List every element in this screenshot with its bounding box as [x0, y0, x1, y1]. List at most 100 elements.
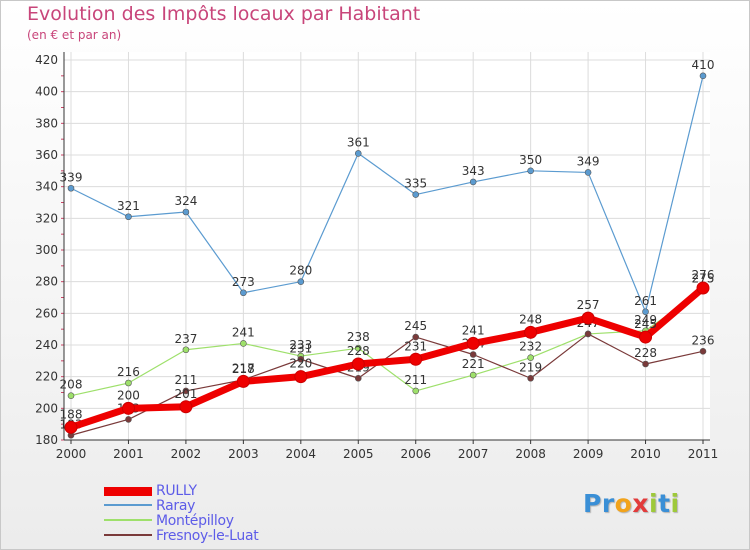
series-line-rully [69, 285, 706, 431]
data-label-mont-pilloy: 208 [60, 378, 83, 392]
logo-letter: P [583, 489, 602, 518]
data-label-raray: 321 [117, 199, 140, 213]
x-tick-label: 2011 [688, 447, 719, 461]
data-point-fresnoy-le-luat [584, 330, 592, 338]
legend-item-raray: Raray [104, 498, 324, 514]
logo-letter: o [614, 489, 633, 518]
legend-label-rully: RULLY [156, 483, 197, 499]
data-label-rully: 201 [174, 387, 197, 401]
x-tick-label: 2003 [228, 447, 259, 461]
data-point-mont-pilloy [354, 344, 362, 352]
plot-background [64, 52, 710, 440]
data-point-rully [409, 352, 423, 366]
data-point-raray [699, 72, 707, 80]
data-point-rully [179, 400, 193, 414]
legend-item-fresnoy: Fresnoy-le-Luat [104, 528, 324, 544]
data-label-rully: 231 [404, 339, 427, 353]
data-label-mont-pilloy: 237 [174, 332, 197, 346]
logo-letter: i [649, 489, 659, 518]
y-tick-label: 360 [35, 148, 58, 162]
data-label-rully: 276 [692, 268, 715, 282]
data-point-fresnoy-le-luat [699, 348, 707, 355]
x-tick-label: 2010 [630, 447, 661, 461]
x-tick-label: 2007 [458, 447, 489, 461]
x-tick-label: 2002 [171, 447, 202, 461]
x-tick-label: 2005 [343, 447, 374, 461]
data-point-rully [236, 374, 250, 388]
legend-label-fresnoy: Fresnoy-le-Luat [156, 528, 259, 544]
data-point-raray [125, 213, 132, 221]
data-label-fresnoy-le-luat: 228 [634, 346, 657, 360]
data-label-mont-pilloy: 238 [347, 330, 370, 344]
data-label-raray: 339 [60, 170, 83, 184]
data-point-rully [351, 357, 365, 371]
data-label-rully: 217 [232, 361, 255, 375]
data-label-mont-pilloy: 241 [232, 325, 255, 339]
data-point-fresnoy-le-luat [412, 333, 420, 341]
data-point-mont-pilloy [469, 371, 477, 379]
y-tick-label: 180 [35, 433, 58, 447]
data-point-raray [297, 278, 305, 285]
data-point-raray [67, 184, 75, 192]
data-point-raray [469, 178, 477, 186]
logo-letter: x [632, 489, 649, 518]
data-point-mont-pilloy [412, 387, 420, 395]
legend-swatch-montepilloy [104, 519, 152, 521]
data-label-mont-pilloy: 216 [117, 365, 140, 379]
data-point-fresnoy-le-luat [642, 360, 649, 368]
data-point-rully [64, 420, 78, 434]
data-point-fresnoy-le-luat [527, 374, 534, 382]
legend-swatch-fresnoy [104, 534, 152, 536]
y-tick-label: 280 [35, 275, 58, 289]
data-point-rully [294, 370, 308, 384]
data-point-raray [354, 150, 362, 157]
chart-subtitle: (en € et par an) [27, 28, 122, 42]
data-label-rully: 248 [519, 312, 542, 326]
data-label-mont-pilloy: 221 [462, 357, 485, 371]
y-tick-label: 400 [35, 85, 58, 99]
data-label-mont-pilloy: 275 [692, 272, 715, 286]
data-label-mont-pilloy: 211 [404, 373, 427, 387]
data-point-fresnoy-le-luat [354, 374, 362, 382]
data-point-raray [527, 167, 534, 175]
x-tick-label: 2004 [286, 447, 317, 461]
data-label-raray: 273 [232, 275, 255, 289]
data-point-rully [581, 311, 595, 325]
data-label-mont-pilloy: 233 [289, 338, 312, 352]
data-label-fresnoy-le-luat: 219 [519, 360, 542, 374]
data-point-raray [642, 308, 649, 316]
y-tick-label: 200 [35, 401, 58, 415]
data-point-fresnoy-le-luat [469, 351, 477, 358]
legend-swatch-rully [104, 487, 152, 496]
data-point-mont-pilloy [240, 340, 247, 347]
legend: RULLY Raray Montépilloy Fresnoy-le-Luat [104, 483, 324, 544]
data-point-fresnoy-le-luat [125, 416, 132, 423]
y-tick-label: 300 [35, 243, 58, 257]
legend-item-rully: RULLY [104, 483, 324, 499]
data-point-fresnoy-le-luat [297, 355, 305, 363]
data-label-rully: 257 [577, 298, 600, 312]
y-tick-label: 240 [35, 338, 58, 352]
y-tick-label: 420 [35, 53, 58, 67]
data-label-fresnoy-le-luat: 231 [289, 341, 312, 355]
data-label-raray: 410 [692, 58, 715, 72]
y-tick-label: 320 [35, 211, 58, 225]
data-label-raray: 349 [577, 154, 600, 168]
chart-title: Evolution des Impôts locaux par Habitant [27, 3, 421, 25]
data-label-fresnoy-le-luat: 218 [232, 362, 255, 376]
x-tick-label: 2009 [573, 447, 604, 461]
data-label-rully: 188 [60, 407, 83, 421]
data-point-rully [466, 336, 480, 350]
data-point-raray [584, 169, 592, 176]
data-point-fresnoy-le-luat [182, 387, 190, 395]
proxiti-logo: Proxiti [583, 489, 680, 518]
data-point-raray [412, 191, 420, 198]
series-line-raray [70, 75, 704, 313]
legend-label-raray: Raray [156, 498, 196, 514]
data-label-rully: 228 [347, 344, 370, 358]
legend-item-montepilloy: Montépilloy [104, 513, 324, 529]
y-tick-label: 220 [35, 370, 58, 384]
data-point-raray [182, 208, 190, 216]
legend-label-montepilloy: Montépilloy [156, 513, 234, 529]
